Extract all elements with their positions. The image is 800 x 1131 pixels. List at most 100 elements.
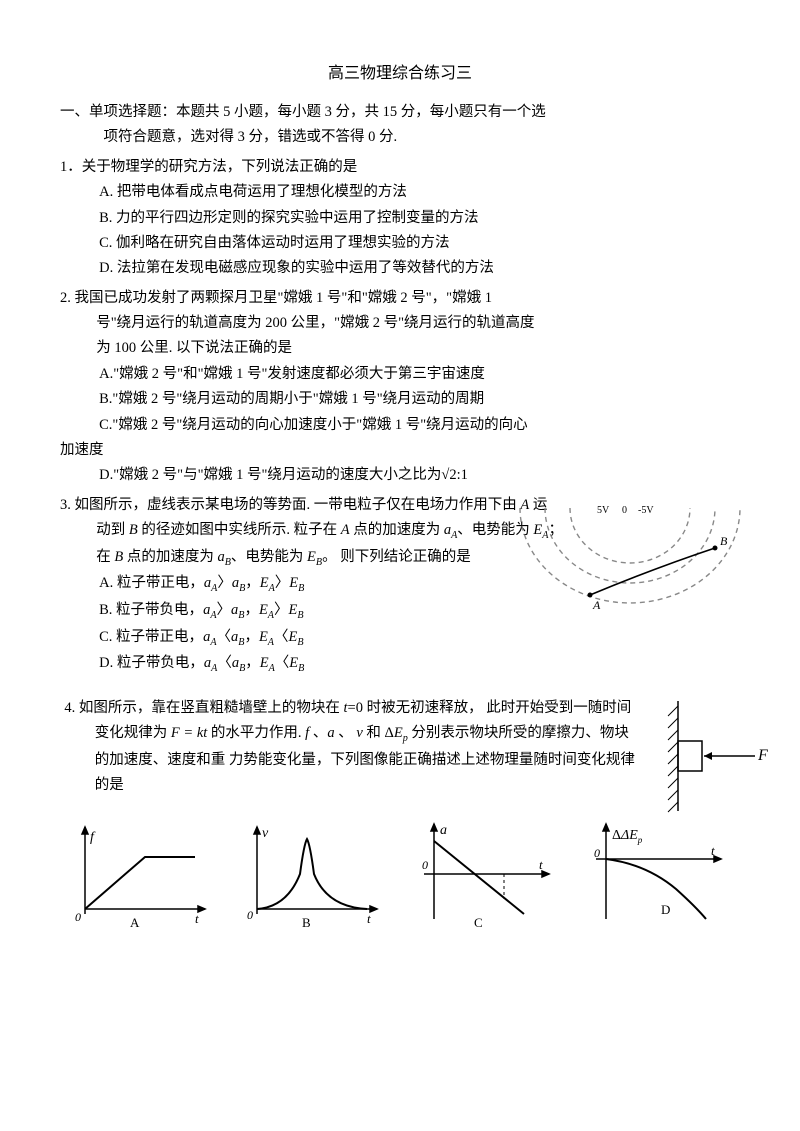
force-arrow-head [704, 752, 712, 760]
q3b-EB: E [288, 602, 297, 618]
ga-xlabel: t [195, 911, 199, 926]
gc-curve [434, 841, 524, 914]
graph-c-svg: a 0 t C [404, 819, 554, 929]
q3a-EA: E [260, 575, 269, 591]
q3c-lt2: 〈 [274, 629, 289, 645]
q2-opt-b: B."嫦娥 2 号"绕月运动的周期小于"嫦娥 1 号"绕月运动的周期 [99, 387, 740, 412]
q3-opt-d: D. 粒子带负电，aA〈aB，EA〈EB [99, 651, 740, 678]
label-m5v: -5V [638, 505, 654, 516]
q1-options: A. 把带电体看成点电荷运用了理想化模型的方法 B. 力的平行四边形定则的探究实… [60, 180, 740, 282]
particle-trajectory [590, 548, 715, 595]
q3b-EBs: B [297, 610, 303, 621]
q1-opt-c: C. 伽利略在研究自由落体运动时运用了理想实验的方法 [99, 231, 740, 256]
ga-letter: A [130, 915, 140, 929]
point-A-label: A [592, 598, 601, 612]
question-4: 4. 如图所示，靠在竖直粗糙墙壁上的物块在 t=0 时被无初速释放， 此时开始受… [60, 696, 740, 929]
q3c-c: ， [244, 629, 259, 645]
q4-stem: 4. 如图所示，靠在竖直粗糙墙壁上的物块在 t=0 时被无初速释放， 此时开始受… [60, 696, 740, 799]
q3-c-txt: C. 粒子带正电， [99, 629, 203, 645]
q3-s2-B: B [129, 522, 138, 538]
q3d-aB: a [232, 655, 239, 671]
q2-opt-d: D."嫦娥 2 号"与"嫦娥 1 号"绕月运动的速度大小之比为√2:1 [99, 463, 740, 488]
gd-zero: 0 [594, 846, 600, 860]
q3-s2c: 点的加速度为 [350, 522, 444, 538]
q3-s2a: 动到 [96, 522, 129, 538]
q3-d-txt: D. 粒子带负电， [99, 655, 204, 671]
label-5v: 5V [597, 505, 610, 516]
q3-figure: A B 5V 0 -5V [500, 503, 760, 643]
section-line1: 一、单项选择题：本题共 5 小题，每小题 3 分，共 15 分，每小题只有一个选 [60, 104, 546, 120]
q1-opt-b: B. 力的平行四边形定则的探究实验中运用了控制变量的方法 [99, 206, 740, 231]
q4-sep2: 、 [335, 725, 353, 741]
q2-c-l2: 加速度 [60, 438, 740, 463]
exam-page: 高三物理综合练习三 一、单项选择题：本题共 5 小题，每小题 3 分，共 15 … [0, 0, 800, 959]
gb-letter: B [302, 915, 311, 929]
point-A-dot [588, 592, 593, 597]
hatching [668, 706, 678, 812]
graph-a: f 0 t A [60, 819, 224, 929]
q1-opt-a: A. 把带电体看成点电荷运用了理想化模型的方法 [99, 180, 740, 205]
point-B-label: B [720, 534, 728, 548]
q3-s3b: 点的加速度为 [123, 549, 217, 565]
q4-sep1: 、 [309, 725, 327, 741]
q2-stem-l2: 号"绕月运行的轨道高度为 200 公里，"嫦娥 2 号"绕月运行的轨道高度 [96, 315, 534, 331]
q4-figure: F [660, 696, 770, 816]
q3-EB: E [307, 549, 316, 565]
equipotential-inner [570, 508, 690, 563]
q2-options: A."嫦娥 2 号"和"嫦娥 1 号"发射速度都必须大于第三宇宙速度 B."嫦娥… [60, 362, 740, 438]
force-label: F [757, 747, 768, 764]
gb-ylabel: v [262, 826, 269, 841]
section-line2: 项符合题意，选对得 3 分，错选或不答得 0 分. [60, 125, 740, 150]
q3-b-txt: B. 粒子带负电， [99, 602, 203, 618]
graph-d: ΔΔEp 0 t D [576, 819, 740, 929]
equipotential-diagram: A B 5V 0 -5V [500, 503, 760, 643]
block [678, 741, 702, 771]
q1-opt-d: D. 法拉第在发现电磁感应现象的实验中运用了等效替代的方法 [99, 256, 740, 281]
q3b-c: ， [244, 602, 259, 618]
q4-s2b: 的水平力作用. [207, 725, 305, 741]
point-B-dot [713, 545, 718, 550]
q4-s1b: =0 时被无初速释放， [348, 700, 483, 716]
gd-ylabel: ΔΔEp [612, 828, 643, 845]
q2-opt-d-wrap: D."嫦娥 2 号"与"嫦娥 1 号"绕月运动的速度大小之比为√2:1 [60, 463, 740, 488]
gd-curve [606, 859, 706, 919]
q3-a-txt: A. 粒子带正电， [99, 575, 204, 591]
q3d-lt2: 〈 [275, 655, 290, 671]
q3-s1a: 3. 如图所示，虚线表示某电场的等势面. 一带电粒子仅在电场力作用下由 [60, 497, 520, 513]
ga-curve [85, 857, 195, 909]
q3c-lt1: 〈 [217, 629, 232, 645]
q2-stem-l3: 为 100 公里. 以下说法正确的是 [96, 340, 292, 356]
graph-c: a 0 t C [404, 819, 568, 929]
question-1: 1．关于物理学的研究方法，下列说法正确的是 A. 把带电体看成点电荷运用了理想化… [60, 155, 740, 282]
equipotential-mid [545, 508, 715, 583]
q2-stem-l1: 2. 我国已成功发射了两颗探月卫星"嫦娥 1 号"和"嫦娥 2 号"，"嫦娥 1 [60, 290, 492, 306]
gc-ylabel: a [440, 823, 447, 838]
gb-xlabel: t [367, 911, 371, 926]
q1-stem: 1．关于物理学的研究方法，下列说法正确的是 [60, 155, 740, 180]
q3-s3c: 、电势能为 [231, 549, 307, 565]
q3a-aB: a [232, 575, 239, 591]
q3-s2-A2: A [341, 522, 350, 538]
gd-xlabel: t [711, 843, 715, 858]
wall-block-diagram: F [660, 696, 770, 816]
question-2: 2. 我国已成功发射了两颗探月卫星"嫦娥 1 号"和"嫦娥 2 号"，"嫦娥 1… [60, 286, 740, 489]
ga-ylabel: f [90, 830, 96, 845]
q3b-gt2: 〉 [274, 602, 289, 618]
gb-zero: 0 [247, 908, 253, 922]
q4-s5: 的是 [95, 777, 124, 793]
q3-s3-B: B [114, 549, 123, 565]
graph-b: v 0 t B [232, 819, 396, 929]
q3c-EA: E [259, 629, 268, 645]
ga-zero: 0 [75, 910, 81, 924]
q4-s4: 力势能变化量，下列图像能正确描述上述物理量随时间变化规律 [229, 752, 635, 768]
q3-aA: a [444, 522, 451, 538]
q3-s3a: 在 [96, 549, 114, 565]
q3d-EB: E [289, 655, 298, 671]
page-title: 高三物理综合练习三 [60, 60, 740, 88]
graph-b-svg: v 0 t B [232, 819, 382, 929]
gb-axes [254, 827, 377, 914]
q3d-c: ， [245, 655, 260, 671]
q2-d-post: :1 [457, 467, 468, 483]
gd-letter: D [661, 902, 670, 917]
equipotential-outer [520, 508, 740, 603]
